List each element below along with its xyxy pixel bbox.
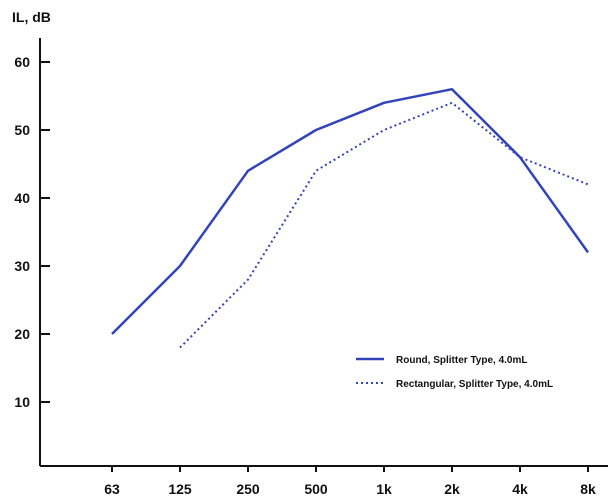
y-tick-label: 10 [14, 394, 30, 410]
x-tick-label: 250 [236, 481, 260, 497]
x-tick-label: 8k [580, 481, 596, 497]
x-tick-label: 500 [304, 481, 328, 497]
series-line-round [111, 87, 590, 335]
x-tick-label: 2k [444, 481, 460, 497]
y-tick-label: 30 [14, 258, 30, 274]
y-tick-label: 50 [14, 122, 30, 138]
legend-label: Round, Splitter Type, 4.0mL [396, 355, 528, 366]
x-tick-label: 125 [168, 481, 192, 497]
y-tick-label: 40 [14, 190, 30, 206]
y-axis-title: IL, dB [12, 9, 51, 25]
legend-label: Rectangular, Splitter Type, 4.0mL [396, 379, 553, 390]
y-tick-label: 20 [14, 326, 30, 342]
x-tick-label: 1k [376, 481, 392, 497]
x-tick-label: 4k [512, 481, 528, 497]
series-line-rectangular [179, 101, 589, 349]
y-tick-label: 60 [14, 54, 30, 70]
legend: Round, Splitter Type, 4.0mL Rectangular, … [356, 355, 553, 390]
x-tick-label: 63 [104, 481, 120, 497]
